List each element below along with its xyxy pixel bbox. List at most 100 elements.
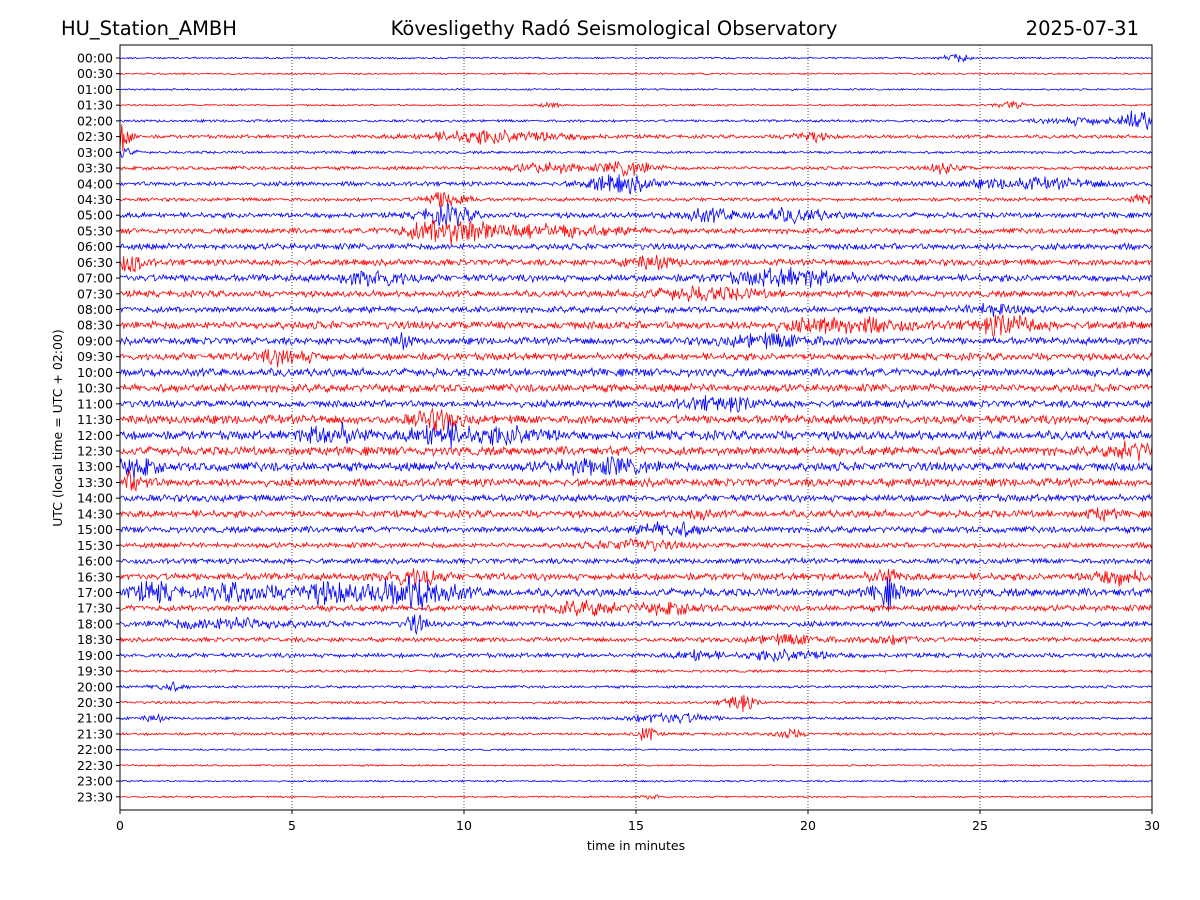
y-tick-label-38: 19:00 [77,648,113,663]
trace-0630 [119,254,1153,273]
trace-0700 [119,266,1153,288]
trace-1300 [119,456,1153,480]
trace-0230 [119,124,1153,152]
x-tick-label-4: 20 [800,818,816,833]
y-tick-label-12: 06:00 [77,239,113,254]
y-tick-label-30: 15:00 [77,522,113,537]
y-tick-label-5: 02:30 [77,129,113,144]
trace-2100 [119,711,1153,725]
trace-0430 [119,192,1153,208]
y-tick-label-10: 05:00 [77,208,113,223]
trace-1900 [119,648,1153,663]
y-tick-label-0: 00:00 [77,51,113,66]
y-tick-label-19: 09:30 [77,349,113,364]
y-tick-label-39: 19:30 [77,664,113,679]
observatory-title: Kövesligethy Radó Seismological Observat… [391,17,838,40]
y-tick-label-8: 04:00 [77,176,113,191]
trace-0030 [119,72,1153,76]
trace-0500 [119,202,1153,228]
y-tick-label-46: 23:00 [77,774,113,789]
trace-1930 [119,668,1153,674]
y-tick-label-11: 05:30 [77,223,113,238]
y-tick-label-28: 14:00 [77,491,113,506]
y-tick-label-42: 21:00 [77,711,113,726]
y-tick-label-32: 16:00 [77,554,113,569]
x-tick-label-0: 0 [116,818,124,833]
y-tick-label-4: 02:00 [77,113,113,128]
y-tick-label-29: 14:30 [77,506,113,521]
trace-0900 [119,332,1153,351]
station-title: HU_Station_AMBH [61,17,237,40]
y-tick-label-15: 07:30 [77,286,113,301]
y-tick-label-13: 06:30 [77,255,113,270]
trace-1230 [119,440,1153,462]
trace-2300 [119,779,1153,783]
trace-1800 [119,614,1153,636]
trace-0930 [119,348,1153,368]
x-tick-label-1: 5 [288,818,296,833]
y-tick-label-34: 17:00 [77,585,113,600]
trace-0130 [119,100,1153,110]
date-title: 2025-07-31 [1026,17,1139,40]
x-tick-label-2: 10 [456,818,472,833]
y-tick-label-31: 15:30 [77,538,113,553]
trace-1830 [119,633,1153,646]
trace-0730 [119,285,1153,302]
y-tick-label-21: 10:30 [77,381,113,396]
y-tick-label-45: 22:30 [77,758,113,773]
plot-frame [119,44,1153,811]
trace-1000 [119,366,1153,379]
y-tick-label-16: 08:00 [77,302,113,317]
trace-1530 [119,537,1153,552]
trace-0800 [119,302,1153,317]
trace-0100 [119,87,1153,92]
y-tick-label-26: 13:00 [77,459,113,474]
trace-1330 [119,470,1153,493]
y-tick-label-1: 00:30 [77,66,113,81]
trace-0600 [119,241,1153,252]
y-tick-label-17: 08:30 [77,318,113,333]
y-tick-label-22: 11:00 [77,396,113,411]
x-tick-label-5: 25 [972,818,988,833]
trace-0200 [119,110,1153,130]
trace-1730 [119,599,1153,617]
y-axis-label: UTC (local time = UTC + 02:00) [50,329,65,527]
y-axis-ticks: 00:0000:3001:0001:3002:0002:3003:0003:30… [77,51,120,804]
y-tick-label-43: 21:30 [77,726,113,741]
trace-1200 [119,421,1153,448]
trace-2330 [119,794,1153,800]
y-tick-label-24: 12:00 [77,428,113,443]
trace-2030 [119,694,1153,713]
y-tick-label-27: 13:30 [77,475,113,490]
trace-1100 [119,395,1153,413]
y-tick-label-44: 22:00 [77,742,113,757]
x-axis-label: time in minutes [587,838,685,853]
trace-0400 [119,174,1153,196]
trace-2130 [119,726,1153,741]
trace-1630 [119,568,1153,588]
x-tick-label-3: 15 [628,818,644,833]
y-tick-label-40: 20:00 [77,679,113,694]
y-tick-label-25: 12:30 [77,444,113,459]
y-tick-label-9: 04:30 [77,192,113,207]
y-tick-label-36: 18:00 [77,616,113,631]
seismogram-traces [119,53,1153,800]
trace-0330 [119,161,1153,178]
trace-1500 [119,520,1153,538]
y-tick-label-3: 01:30 [77,98,113,113]
trace-1430 [119,507,1153,522]
y-tick-label-14: 07:00 [77,271,113,286]
y-tick-label-6: 03:00 [77,145,113,160]
y-tick-label-23: 11:30 [77,412,113,427]
trace-2200 [119,748,1153,752]
y-tick-label-20: 10:00 [77,365,113,380]
y-tick-label-33: 16:30 [77,569,113,584]
y-tick-label-35: 17:30 [77,601,113,616]
y-tick-label-7: 03:30 [77,161,113,176]
trace-0000 [119,53,1153,63]
trace-0530 [119,219,1153,246]
y-tick-label-37: 18:30 [77,632,113,647]
trace-1600 [119,556,1153,566]
trace-0300 [119,147,1153,158]
